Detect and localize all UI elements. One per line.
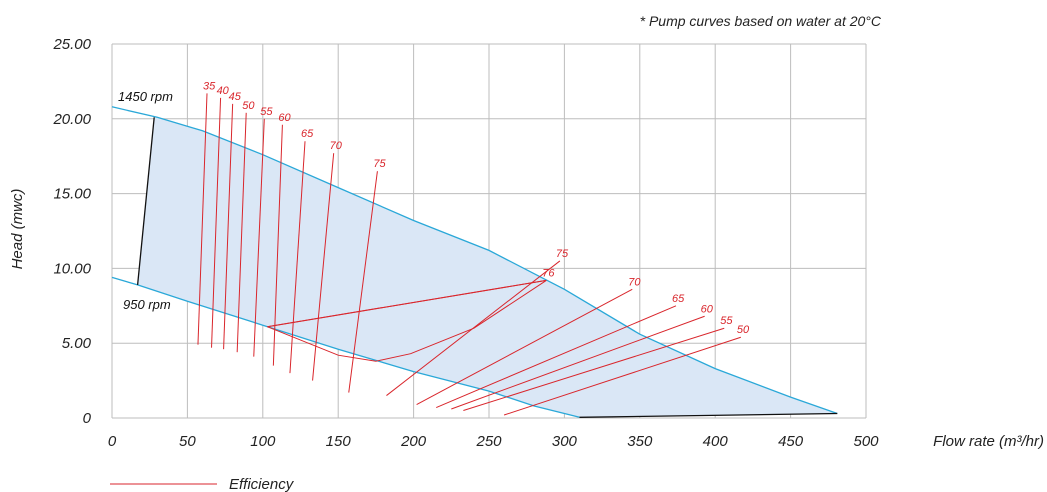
efficiency-label-50: 50	[242, 100, 255, 112]
efficiency-line-65	[436, 305, 677, 408]
x-tick-label: 250	[475, 433, 502, 450]
efficiency-label-35: 35	[203, 80, 216, 92]
y-tick-label: 25.00	[52, 36, 91, 53]
x-tick-label: 150	[326, 433, 352, 450]
efficiency-line-75	[348, 171, 378, 393]
efficiency-line-70	[312, 153, 335, 381]
efficiency-line-35	[197, 93, 208, 345]
x-tick-label: 100	[250, 433, 276, 450]
x-axis-title: Flow rate (m³/hr)	[933, 433, 1044, 450]
operating-area-fill	[137, 117, 838, 418]
legend: Efficiency	[110, 476, 295, 492]
efficiency-label-76: 76	[542, 267, 555, 279]
efficiency-label-70: 70	[330, 140, 343, 152]
x-tick-label: 50	[179, 433, 196, 450]
efficiency-label-75: 75	[373, 158, 386, 170]
efficiency-line-50	[236, 112, 247, 353]
y-tick-label: 20.00	[52, 111, 91, 128]
axis-ticks: 0 50 100 150 200 250 300 350 400 450 500 0 5.00 10.00…	[52, 36, 879, 450]
operating-area	[137, 117, 838, 418]
efficiency-line-45	[223, 103, 234, 350]
efficiency-line-76	[267, 279, 547, 328]
pump-curve-1450-rpm	[111, 106, 838, 415]
legend-efficiency-label: Efficiency	[229, 476, 295, 492]
x-tick-label: 500	[853, 433, 879, 450]
efficiency-line-60	[451, 315, 705, 410]
efficiency-line-70	[416, 288, 633, 405]
efficiency-label-65: 65	[672, 293, 685, 305]
efficiency-line-55	[463, 327, 725, 411]
efficiency-label-40: 40	[217, 85, 230, 97]
pump-curves: 1450 rpm 950 rpm	[111, 89, 838, 418]
x-tick-label: 400	[703, 433, 729, 450]
boundary-line	[136, 117, 155, 285]
y-tick-label: 15.00	[53, 186, 91, 203]
y-tick-label: 5.00	[62, 335, 92, 352]
efficiency-line-55	[253, 118, 265, 357]
efficiency-label-65: 65	[301, 128, 314, 140]
efficiency-label-55: 55	[260, 106, 273, 118]
pump-curve-950-rpm	[111, 276, 580, 418]
x-tick-label: 0	[108, 433, 117, 450]
efficiency-label-75: 75	[556, 248, 569, 260]
x-tick-label: 450	[778, 433, 804, 450]
efficiency-line-75	[386, 260, 561, 396]
efficiency-label-50: 50	[737, 324, 750, 336]
efficiency-label-55: 55	[720, 315, 733, 327]
footnote: * Pump curves based on water at 20°C	[640, 13, 882, 29]
efficiency-line-65	[289, 141, 306, 374]
y-tick-label: 0	[83, 410, 92, 427]
efficiency-line-40	[211, 97, 222, 348]
x-tick-label: 350	[627, 433, 653, 450]
y-tick-label: 10.00	[53, 260, 91, 277]
x-tick-label: 200	[400, 433, 427, 450]
y-axis-title: Head (mwc)	[9, 189, 26, 270]
efficiency-label-45: 45	[229, 91, 242, 103]
efficiency-label-60: 60	[278, 112, 291, 124]
efficiency-label-70: 70	[628, 276, 641, 288]
efficiency-label-60: 60	[701, 303, 714, 315]
label-950-rpm: 950 rpm	[123, 297, 171, 312]
efficiency-line-50	[503, 336, 741, 416]
boundary-line	[579, 412, 838, 418]
label-1450-rpm: 1450 rpm	[118, 89, 173, 104]
x-tick-label: 300	[552, 433, 578, 450]
